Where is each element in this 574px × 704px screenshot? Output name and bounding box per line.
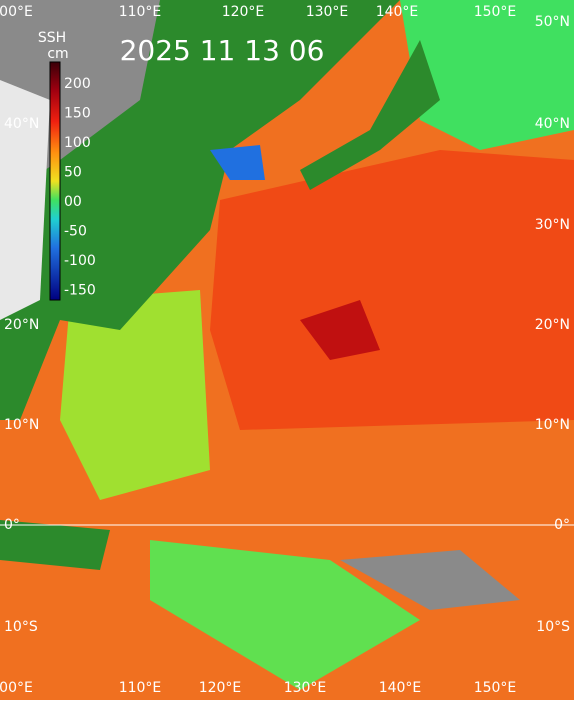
lat-label: 40°N	[4, 116, 39, 132]
lat-label: 10°N	[535, 417, 570, 433]
lat-label: 20°N	[535, 317, 570, 333]
labels: 200 150 100 50 00 -50 -100 -150 00°E 110°E 120°E 13…	[0, 4, 570, 696]
lon-label: 140°E	[376, 4, 419, 20]
lon-label: 110°E	[119, 680, 162, 696]
colorbar-tick-label: 150	[64, 106, 91, 122]
lat-label: 0°	[554, 517, 570, 533]
lat-label: 10°N	[4, 417, 39, 433]
colorbar-tick-label: -50	[64, 224, 87, 240]
yellow-sea-low	[210, 145, 265, 180]
colorbar-unit: cm	[47, 46, 68, 62]
colorbar-tick-label: -150	[64, 283, 96, 299]
warm-core	[300, 300, 380, 360]
map-title: 2025 11 13 06	[120, 34, 325, 67]
lon-label: 130°E	[306, 4, 349, 20]
colorbar-tick-label: 50	[64, 165, 82, 181]
colorbar	[49, 61, 61, 301]
lon-label: 150°E	[474, 680, 517, 696]
lon-label: 120°E	[222, 4, 265, 20]
south-china-sea	[60, 290, 210, 500]
lat-label: 40°N	[535, 116, 570, 132]
colorbar-tick-label: 200	[64, 76, 91, 92]
lon-label: 130°E	[284, 680, 327, 696]
lat-label: 10°S	[536, 619, 570, 635]
lon-label: 00°E	[0, 680, 33, 696]
lat-label: 50°N	[535, 14, 570, 30]
colorbar-tick-label: 100	[64, 135, 91, 151]
warm-pool	[210, 150, 574, 430]
plateau	[0, 80, 50, 320]
colorbar-tick-label: 00	[64, 194, 82, 210]
lon-label: 120°E	[199, 680, 242, 696]
sumatra	[0, 520, 110, 570]
lon-label: 150°E	[474, 4, 517, 20]
lat-label: 10°S	[4, 619, 38, 635]
new-guinea	[340, 550, 520, 610]
japan	[300, 40, 440, 190]
lon-label: 00°E	[0, 4, 33, 20]
colorbar-title: SSH	[38, 30, 66, 46]
indonesian-seas	[150, 540, 420, 690]
lon-label: 140°E	[379, 680, 422, 696]
lat-label: 30°N	[535, 217, 570, 233]
lon-label: 110°E	[119, 4, 162, 20]
north-pacific	[400, 0, 574, 150]
colorbar-tick-label: -100	[64, 253, 96, 269]
lat-label: 0°	[4, 517, 20, 533]
lat-label: 20°N	[4, 317, 39, 333]
